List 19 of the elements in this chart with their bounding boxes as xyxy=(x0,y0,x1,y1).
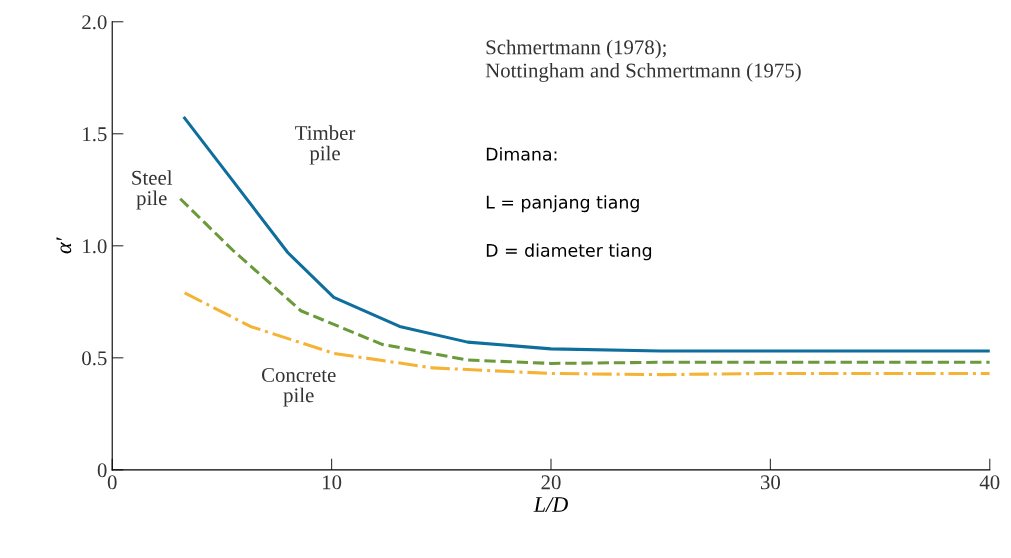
x-tick-label: 30 xyxy=(760,475,780,490)
x-tick-label: 10 xyxy=(323,475,342,490)
text: Dimana: L = panjang tiang D = diameter tiang xyxy=(486,147,652,261)
line-series xyxy=(183,116,990,353)
text: Timber pile xyxy=(295,125,356,165)
y-axis-title: α′ xyxy=(56,237,72,254)
x-axis-title: L/D xyxy=(533,497,568,513)
x-tick-label: 0 xyxy=(107,475,117,490)
y-tick-label: 0.5 xyxy=(82,351,107,366)
x-tick-label: 20 xyxy=(541,475,561,490)
annotation: Schmertmann (1978); Nottingham and Schmertmann (1975) xyxy=(485,39,801,82)
y-tick-label: 2.0 xyxy=(82,15,107,30)
x-tick-label: 40 xyxy=(979,475,1000,490)
series-label: Concrete pile xyxy=(261,367,336,407)
y-tick-label: 0 xyxy=(97,463,107,478)
y-tick-label: 1.0 xyxy=(83,239,107,254)
y-tick-label: 1.5 xyxy=(83,127,107,142)
series-label: Steel pile xyxy=(132,170,173,210)
line-series xyxy=(178,197,990,365)
